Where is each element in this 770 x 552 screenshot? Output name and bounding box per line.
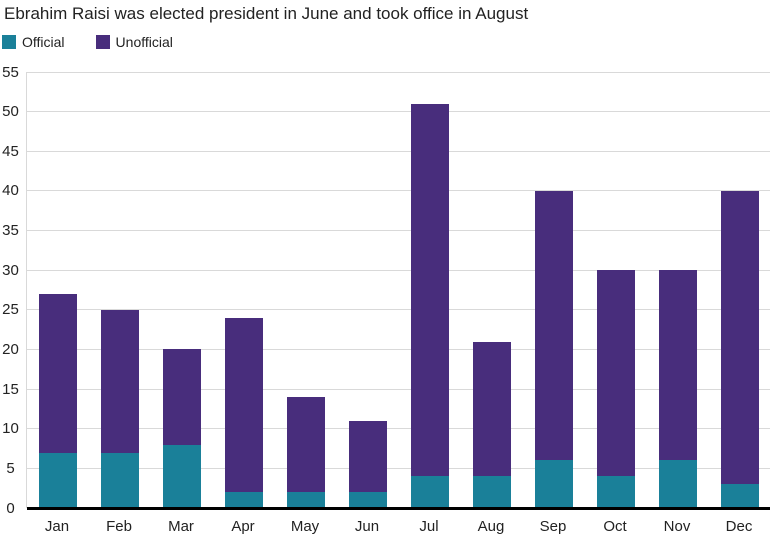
bar-group-sep [534,190,574,508]
bar-segment-unofficial-mar [162,349,202,445]
bar-segment-unofficial-may [286,397,326,493]
y-tick-label-45: 45 [2,142,19,160]
x-tick-label-feb: Feb [106,518,132,535]
y-tick-label-50: 50 [2,103,19,121]
y-tick-label-55: 55 [2,63,19,81]
x-tick-label-aug: Aug [477,518,505,535]
x-tick-label-nov: Nov [663,518,691,535]
y-tick-label-40: 40 [2,182,19,200]
x-tick-label-mar: Mar [168,518,194,535]
bar-segment-official-sep [534,460,574,508]
x-tick-label-jan: Jan [44,518,70,535]
x-axis-line [27,507,770,510]
bar-segment-unofficial-jun [348,420,388,493]
y-tick-label-5: 5 [6,459,15,477]
x-tick-label-sep: Sep [539,518,567,535]
bar-segment-official-jul [410,476,450,508]
legend-label: Official [22,34,65,50]
bar-group-jan [38,293,78,508]
bar-segment-unofficial-jan [38,293,78,453]
x-tick-label-oct: Oct [603,518,627,535]
bar-group-may [286,397,326,508]
bar-segment-official-jan [38,452,78,508]
bar-segment-unofficial-apr [224,317,264,493]
y-tick-label-15: 15 [2,380,19,398]
y-tick-label-25: 25 [2,301,19,319]
bar-segment-official-jun [348,492,388,508]
chart-title: Ebrahim Raisi was elected president in J… [4,4,529,23]
gridline-50 [27,111,770,113]
gridline-55 [27,71,770,73]
x-tick-label-apr: Apr [231,518,255,535]
bar-segment-unofficial-aug [472,341,512,477]
plot-area [26,71,770,510]
bar-group-jul [410,103,450,508]
legend-swatch-official [2,35,16,49]
bar-group-nov [658,270,698,508]
x-tick-label-may: May [290,518,320,535]
gridline-35 [27,230,770,232]
bar-group-mar [162,349,202,508]
bar-segment-official-apr [224,492,264,508]
bar-segment-official-oct [596,476,636,508]
legend-label: Unofficial [115,34,173,50]
bar-segment-unofficial-dec [720,190,760,485]
gridline-20 [27,348,770,350]
y-tick-label-0: 0 [6,499,15,517]
bar-segment-official-mar [162,444,202,508]
bar-group-apr [224,317,264,508]
bar-group-oct [596,270,636,508]
x-tick-label-dec: Dec [725,518,753,535]
gridline-15 [27,388,770,390]
bar-segment-official-may [286,492,326,508]
gridline-40 [27,190,770,192]
gridline-45 [27,150,770,152]
gridline-30 [27,269,770,271]
bar-segment-unofficial-oct [596,270,636,477]
bar-group-dec [720,190,760,508]
bar-segment-official-dec [720,484,760,508]
bar-segment-unofficial-sep [534,190,574,461]
bar-group-aug [472,341,512,508]
bar-segment-official-nov [658,460,698,508]
x-tick-label-jul: Jul [419,518,439,535]
y-tick-label-30: 30 [2,261,19,279]
x-tick-label-jun: Jun [354,518,380,535]
legend-item-unofficial: Unofficial [95,34,173,50]
bar-segment-official-feb [100,452,140,508]
bar-group-feb [100,309,140,508]
bar-segment-official-aug [472,476,512,508]
gridline-10 [27,428,770,430]
legend-swatch-unofficial [95,35,110,49]
bar-group-jun [348,420,388,508]
legend-item-official: Official [2,34,65,50]
y-tick-label-10: 10 [2,420,19,438]
legend: Official Unofficial [2,34,173,50]
bar-segment-unofficial-nov [658,270,698,461]
gridline-5 [27,467,770,469]
y-tick-label-35: 35 [2,222,19,240]
bar-segment-unofficial-jul [410,103,450,477]
gridline-25 [27,309,770,311]
y-tick-label-20: 20 [2,340,19,358]
bar-segment-unofficial-feb [100,309,140,453]
